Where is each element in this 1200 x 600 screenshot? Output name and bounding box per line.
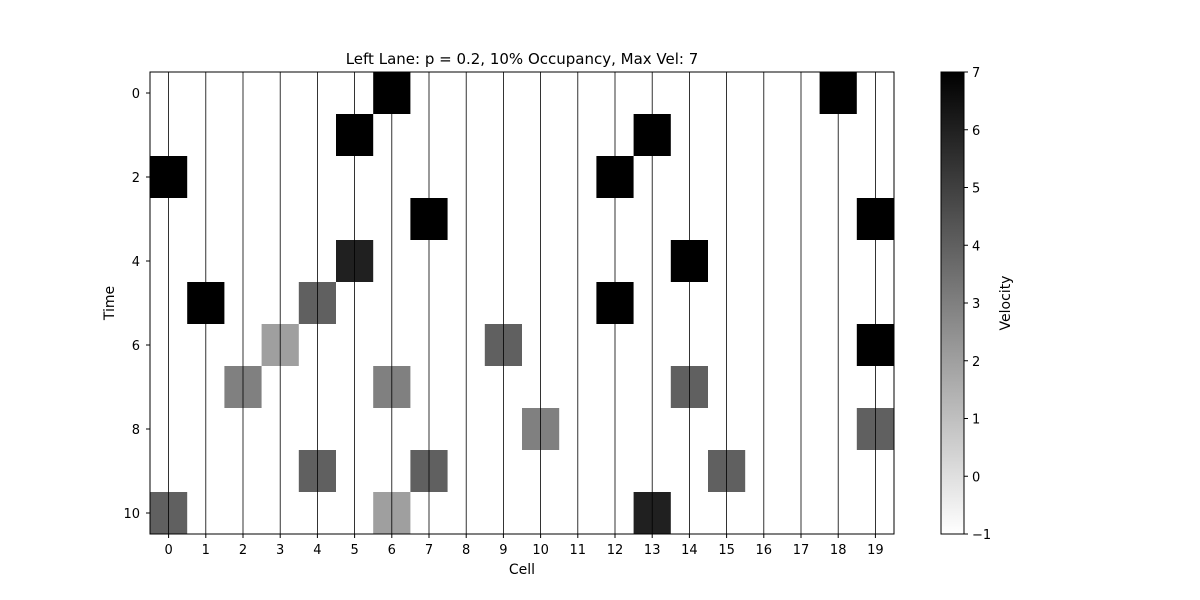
x-tick-label: 16: [756, 543, 773, 558]
colorbar-tick-label: −1: [972, 528, 991, 543]
x-tick-label: 9: [499, 543, 507, 558]
x-tick-label: 19: [867, 543, 884, 558]
colorbar-ticks: −1 0 1 2 3 4 5 6 7: [964, 66, 991, 543]
x-axis-label: Cell: [509, 562, 535, 578]
x-tick-label: 12: [607, 543, 624, 558]
heatmap-cells: [150, 72, 895, 535]
y-tick-label: 4: [132, 255, 140, 270]
vertical-gridlines: [168, 72, 876, 534]
x-tick-label: 3: [276, 543, 284, 558]
plot-frame: [149, 71, 895, 535]
y-axis-ticks: 0 2 4 6 8 10: [123, 87, 150, 522]
x-tick-label: 2: [239, 543, 247, 558]
colorbar-label: Velocity: [998, 276, 1014, 331]
x-tick-label: 1: [202, 543, 210, 558]
x-axis-ticks: 0 1 2 3 4 5 6 7 8 9 10 11 12 13 14 15 16 17 18 19: [164, 534, 884, 558]
chart-title: Left Lane: p = 0.2, 10% Occupancy, Max V…: [346, 50, 699, 68]
x-tick-label: 0: [164, 543, 172, 558]
x-tick-label: 7: [425, 543, 433, 558]
x-tick-label: 6: [388, 543, 396, 558]
colorbar-tick-label: 6: [972, 124, 980, 139]
x-tick-label: 17: [793, 543, 810, 558]
x-tick-label: 14: [681, 543, 698, 558]
colorbar-tick-label: 5: [972, 182, 980, 197]
x-tick-label: 18: [830, 543, 847, 558]
y-tick-label: 6: [132, 339, 140, 354]
x-tick-label: 5: [350, 543, 358, 558]
x-tick-label: 10: [532, 543, 549, 558]
y-tick-label: 0: [132, 87, 140, 102]
y-tick-label: 2: [132, 171, 140, 186]
colorbar-tick-label: 4: [972, 239, 980, 254]
x-tick-label: 13: [644, 543, 661, 558]
colorbar-tick-label: 1: [972, 413, 980, 428]
colorbar: [940, 71, 965, 535]
colorbar-tick-label: 3: [972, 297, 980, 312]
colorbar-tick-label: 0: [972, 470, 980, 485]
x-tick-label: 8: [462, 543, 470, 558]
x-tick-label: 11: [570, 543, 587, 558]
colorbar-tick-label: 2: [972, 355, 980, 370]
colorbar-tick-label: 7: [972, 66, 980, 81]
y-tick-label: 10: [123, 507, 140, 522]
x-tick-label: 15: [718, 543, 735, 558]
y-tick-label: 8: [132, 423, 140, 438]
x-tick-label: 4: [313, 543, 321, 558]
y-axis-label: Time: [102, 286, 118, 321]
